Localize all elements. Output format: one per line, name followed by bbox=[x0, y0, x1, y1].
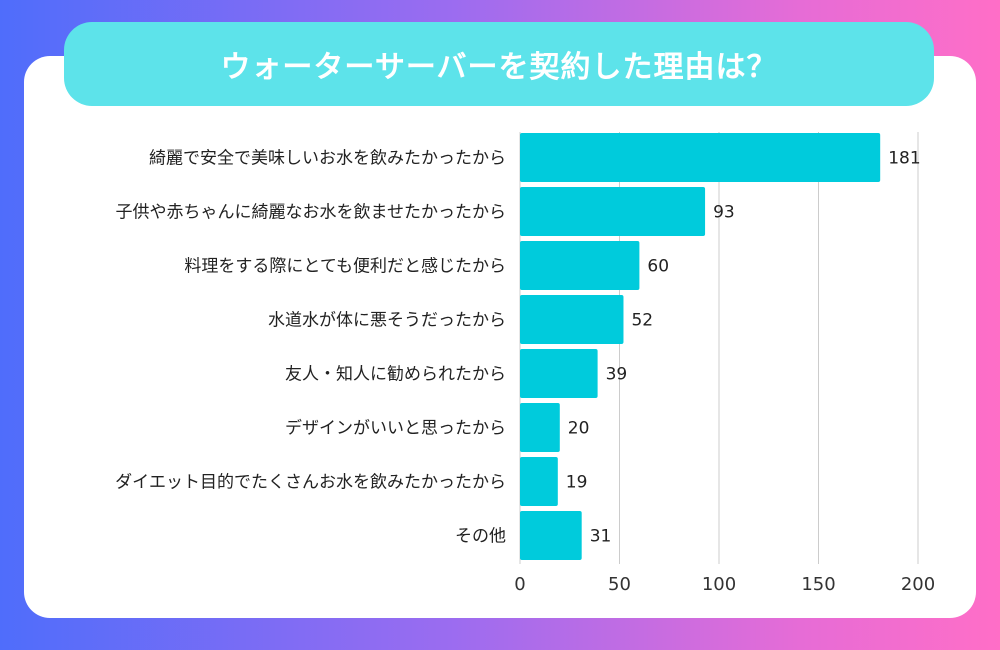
category-label: 料理をする際にとても便利だと感じたから bbox=[184, 257, 506, 277]
value-label: 52 bbox=[631, 311, 653, 331]
x-axis-ticks: 0 50 100 150 200 bbox=[514, 574, 935, 595]
value-label: 181 bbox=[888, 149, 920, 169]
labels: 綺麗で安全で美味しいお水を飲みたかったから 181 子供や赤ちゃんに綺麗なお水を飲ま… bbox=[115, 149, 920, 547]
x-tick-label: 200 bbox=[901, 574, 935, 595]
x-tick-label: 100 bbox=[702, 574, 736, 595]
chart-title: ウォーターサーバーを契約した理由は？ bbox=[220, 50, 778, 85]
bar bbox=[520, 349, 598, 398]
bar bbox=[520, 133, 881, 182]
bar bbox=[520, 241, 640, 290]
x-tick-label: 150 bbox=[801, 574, 835, 595]
value-label: 93 bbox=[713, 203, 735, 223]
x-tick-label: 50 bbox=[608, 574, 631, 595]
value-label: 19 bbox=[566, 473, 588, 493]
bar bbox=[520, 457, 558, 506]
title-banner: ウォーターサーバーを契約した理由は？ bbox=[64, 22, 934, 106]
category-label: 綺麗で安全で美味しいお水を飲みたかったから bbox=[149, 149, 506, 169]
bar bbox=[520, 295, 624, 344]
category-label: その他 bbox=[455, 527, 506, 547]
value-label: 20 bbox=[568, 419, 590, 439]
bar bbox=[520, 511, 582, 560]
bars bbox=[520, 133, 881, 560]
x-tick-label: 0 bbox=[514, 574, 525, 595]
category-label: 友人・知人に勧められたから bbox=[285, 365, 506, 385]
bar bbox=[520, 403, 560, 452]
category-label: ダイエット目的でたくさんお水を飲みたかったから bbox=[115, 473, 506, 493]
value-label: 31 bbox=[590, 527, 612, 547]
category-label: デザインがいいと思ったから bbox=[285, 418, 506, 439]
value-label: 60 bbox=[647, 257, 669, 277]
category-label: 子供や赤ちゃんに綺麗なお水を飲ませたかったから bbox=[116, 203, 507, 223]
bar bbox=[520, 187, 706, 236]
category-label: 水道水が体に悪そうだったから bbox=[268, 311, 506, 331]
value-label: 39 bbox=[606, 365, 628, 385]
